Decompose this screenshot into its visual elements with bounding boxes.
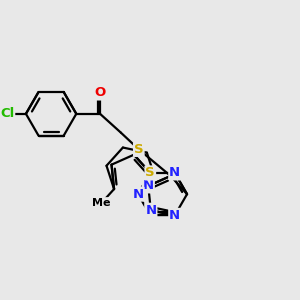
Text: N: N (145, 204, 156, 217)
Text: N: N (169, 167, 180, 179)
Text: N: N (133, 188, 144, 201)
Text: O: O (94, 86, 106, 100)
Text: N: N (169, 209, 180, 222)
Text: N: N (143, 179, 154, 192)
Text: S: S (146, 167, 155, 179)
Text: S: S (134, 143, 144, 156)
Text: Me: Me (92, 198, 111, 208)
Text: Cl: Cl (0, 107, 14, 120)
